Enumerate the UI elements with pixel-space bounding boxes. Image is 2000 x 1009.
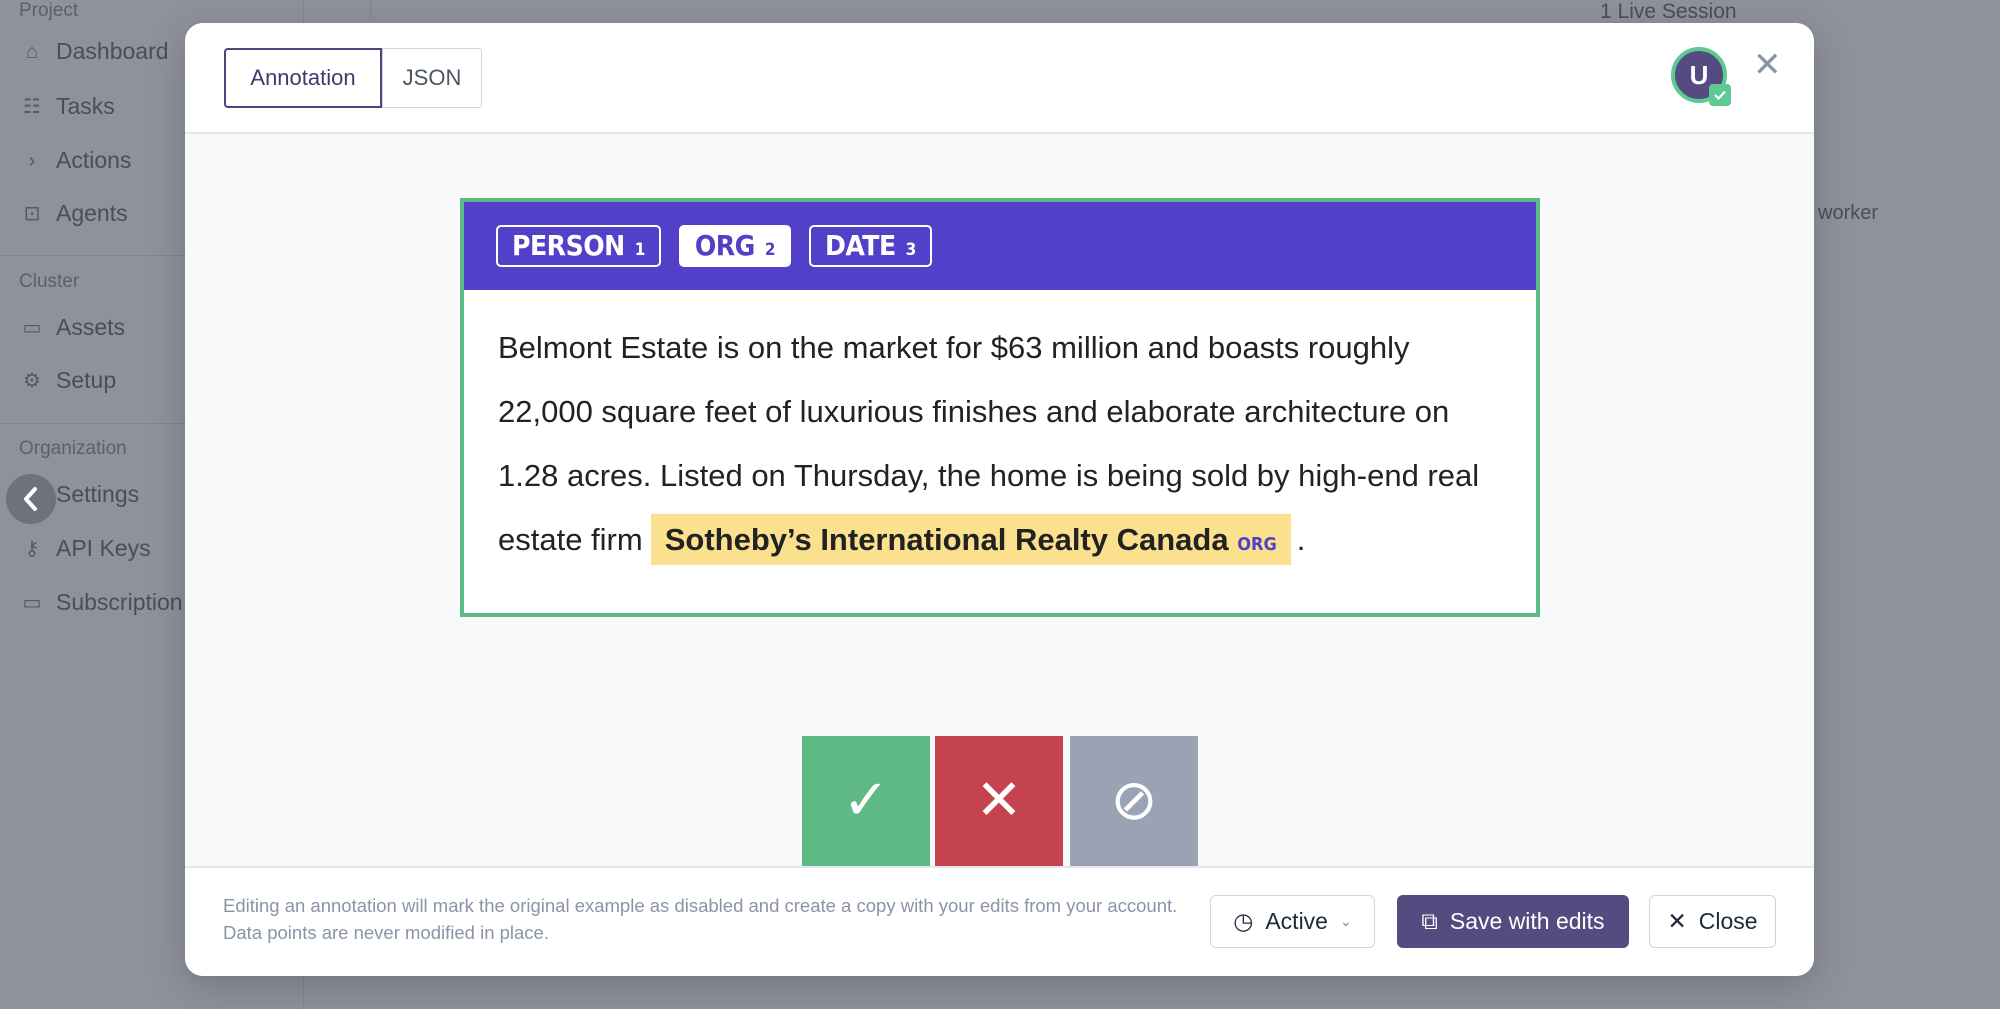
footer-note: Editing an annotation will mark the orig… bbox=[223, 895, 1178, 943]
tab-json[interactable]: JSON bbox=[382, 48, 482, 108]
close-icon: ✕ bbox=[1667, 908, 1687, 934]
annotation-text[interactable]: Belmont Estate is on the market for $63 … bbox=[464, 290, 1536, 603]
close-icon[interactable]: ✕ bbox=[1753, 46, 1782, 84]
annotation-modal: Annotation JSON U ✕ PERSON 1 ORG 2 DATE 3 B… bbox=[185, 23, 1814, 976]
label-org[interactable]: ORG 2 bbox=[678, 225, 792, 267]
sidebar-item-api-keys[interactable]: ⚷ API Keys bbox=[20, 535, 151, 562]
sidebar-item-dashboard[interactable]: ⌂ Dashboard bbox=[20, 38, 169, 65]
check-circle-icon: ◷ bbox=[1233, 908, 1254, 934]
modal-footer: Editing an annotation will mark the orig… bbox=[185, 866, 1814, 976]
gear-icon: ⚙ bbox=[23, 369, 41, 392]
reject-button[interactable]: ✕ bbox=[935, 736, 1063, 871]
sidebar-item-assets[interactable]: ▭ Assets bbox=[20, 314, 125, 341]
annotation-card: PERSON 1 ORG 2 DATE 3 Belmont Estate is on … bbox=[460, 198, 1540, 617]
live-session-count: 1 Live Session bbox=[1600, 0, 1737, 23]
header-bar bbox=[370, 0, 1890, 20]
tab-annotation[interactable]: Annotation bbox=[224, 48, 382, 108]
x-icon: ✕ bbox=[975, 768, 1023, 831]
label-person[interactable]: PERSON 1 bbox=[496, 225, 661, 267]
key-icon: ⚷ bbox=[24, 537, 40, 560]
sidebar-divider bbox=[0, 255, 304, 256]
sidebar-section-organization: Organization bbox=[19, 438, 127, 459]
accept-button[interactable]: ✓ bbox=[802, 736, 930, 871]
robot-icon: ⊡ bbox=[23, 202, 41, 225]
sidebar-item-agents[interactable]: ⊡ Agents bbox=[20, 200, 128, 227]
copy-icon: ⧉ bbox=[1421, 908, 1438, 934]
entity-label: ORG bbox=[1237, 534, 1277, 555]
sidebar-section-cluster: Cluster bbox=[19, 271, 80, 292]
sidebar-section-project: Project bbox=[19, 0, 79, 21]
home-icon: ⌂ bbox=[25, 40, 39, 63]
folder-icon: ▭ bbox=[22, 316, 42, 339]
sidebar-item-setup[interactable]: ⚙ Setup bbox=[20, 367, 116, 394]
tasks-icon: ☷ bbox=[23, 95, 41, 118]
label-date[interactable]: DATE 3 bbox=[809, 225, 932, 267]
terminal-icon: › bbox=[28, 149, 36, 172]
chevron-left-icon bbox=[24, 487, 37, 511]
worker-text: worker bbox=[1818, 202, 1879, 224]
previous-arrow-button[interactable] bbox=[6, 474, 56, 524]
entity-span[interactable]: Sotheby’s International Realty Canada OR… bbox=[650, 514, 1291, 565]
ban-icon: ⊘ bbox=[1110, 768, 1158, 831]
check-icon: ✓ bbox=[842, 768, 890, 831]
save-with-edits-button[interactable]: ⧉ Save with edits bbox=[1397, 895, 1629, 948]
verified-check-icon bbox=[1709, 84, 1731, 106]
sidebar-item-subscription[interactable]: ▭ Subscription bbox=[20, 589, 183, 616]
chevron-down-icon: ⌄ bbox=[1339, 913, 1352, 929]
close-button[interactable]: ✕ Close bbox=[1649, 895, 1776, 948]
sidebar-item-actions[interactable]: › Actions bbox=[20, 147, 132, 174]
label-bar: PERSON 1 ORG 2 DATE 3 bbox=[464, 202, 1536, 290]
sidebar-item-tasks[interactable]: ☷ Tasks bbox=[20, 93, 115, 120]
ignore-button[interactable]: ⊘ bbox=[1070, 736, 1198, 871]
sidebar-divider bbox=[0, 423, 304, 424]
credit-card-icon: ▭ bbox=[22, 591, 42, 614]
status-dropdown[interactable]: ◷ Active ⌄ bbox=[1210, 895, 1375, 948]
modal-header: Annotation JSON U ✕ bbox=[185, 23, 1814, 134]
